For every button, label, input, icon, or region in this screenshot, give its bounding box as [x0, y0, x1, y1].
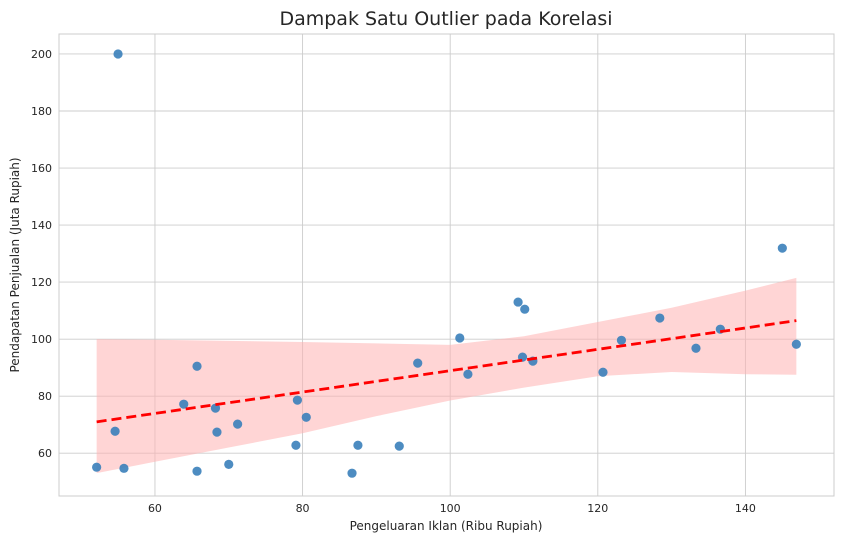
- y-tick-label: 160: [31, 162, 52, 175]
- data-point: [455, 333, 465, 343]
- y-tick-label: 100: [31, 333, 52, 346]
- x-tick-label: 140: [735, 502, 756, 515]
- y-tick-label: 60: [38, 447, 52, 460]
- data-point: [463, 369, 473, 379]
- data-point: [301, 412, 311, 422]
- data-point: [179, 399, 189, 409]
- data-point: [777, 243, 787, 253]
- x-tick-label: 100: [440, 502, 461, 515]
- y-tick-label: 140: [31, 219, 52, 232]
- x-axis-label: Pengeluaran Iklan (Ribu Rupiah): [350, 519, 543, 533]
- data-point: [598, 367, 608, 377]
- data-point: [413, 358, 423, 368]
- plot-frame: [58, 33, 835, 497]
- regression-line: [96, 319, 797, 424]
- data-point: [616, 335, 627, 345]
- data-point: [520, 304, 530, 314]
- data-point: [192, 466, 202, 476]
- data-point: [655, 313, 665, 323]
- data-point: [119, 463, 129, 473]
- data-point: [513, 297, 523, 307]
- data-point: [394, 441, 404, 451]
- data-point: [691, 343, 701, 353]
- y-axis-label: Pendapatan Penjualan (Juta Rupiah): [8, 157, 22, 372]
- data-point: [113, 49, 123, 59]
- x-tick-label: 60: [148, 502, 162, 515]
- data-point: [212, 427, 222, 437]
- data-point: [233, 419, 243, 429]
- points: [92, 49, 801, 478]
- data-point: [292, 395, 303, 405]
- data-point: [210, 403, 221, 413]
- x-tick-label: 80: [296, 502, 310, 515]
- data-point: [110, 426, 120, 436]
- ticks: 60 80 100 120 140 60 80 100 120 140 160 180 200: [31, 48, 756, 515]
- data-point: [353, 440, 363, 450]
- data-point: [347, 468, 357, 478]
- data-point: [791, 339, 801, 349]
- y-tick-label: 80: [38, 390, 52, 403]
- data-point: [92, 462, 102, 472]
- data-point: [192, 361, 202, 371]
- chart-title: Dampak Satu Outlier pada Korelasi: [279, 8, 612, 30]
- data-point: [224, 459, 234, 469]
- x-tick-label: 120: [587, 502, 608, 515]
- confidence-band: [96, 277, 797, 474]
- y-tick-label: 120: [31, 276, 52, 289]
- y-tick-label: 180: [31, 105, 52, 118]
- y-tick-label: 200: [31, 48, 52, 61]
- data-point: [291, 440, 301, 450]
